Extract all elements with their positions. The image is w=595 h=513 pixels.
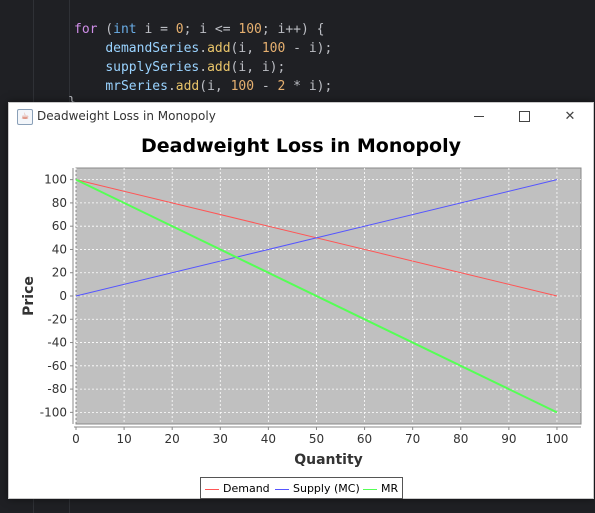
x-tick-label: 90 bbox=[501, 432, 516, 446]
x-tick-label: 30 bbox=[213, 432, 228, 446]
code-token: . bbox=[199, 60, 208, 75]
code-token: for bbox=[74, 22, 98, 37]
code-token: - bbox=[254, 79, 278, 94]
close-button[interactable]: ✕ bbox=[555, 106, 585, 128]
code-token: supplySeries bbox=[105, 60, 200, 75]
chart-title: Deadweight Loss in Monopoly bbox=[141, 135, 461, 157]
minimize-icon bbox=[474, 116, 484, 117]
code-token: mrSeries bbox=[105, 79, 168, 94]
code-token: add bbox=[207, 41, 231, 56]
y-tick-label: -100 bbox=[40, 405, 67, 419]
legend-item: Demand bbox=[205, 482, 270, 495]
code-block: for (int i = 0; i <= 100; i++) { demandS… bbox=[74, 20, 332, 96]
x-tick-label: 20 bbox=[165, 432, 180, 446]
code-token: ; i <= bbox=[183, 22, 239, 37]
y-tick-label: 100 bbox=[44, 173, 67, 187]
y-tick-label: 0 bbox=[59, 289, 67, 303]
x-axis-label: Quantity bbox=[294, 452, 363, 468]
legend-label: Demand bbox=[223, 482, 270, 495]
code-token: . bbox=[199, 41, 208, 56]
close-icon: ✕ bbox=[564, 109, 576, 124]
y-tick-label: -20 bbox=[47, 312, 67, 326]
legend-swatch bbox=[275, 488, 289, 490]
x-tick-label: 0 bbox=[72, 432, 80, 446]
code-token: (i, i); bbox=[230, 60, 286, 75]
maximize-icon bbox=[518, 111, 530, 122]
x-tick-label: 100 bbox=[545, 432, 568, 446]
x-tick-label: 60 bbox=[357, 432, 372, 446]
y-tick-label: -60 bbox=[47, 359, 67, 373]
code-token: ( bbox=[97, 22, 114, 37]
code-token: 2 bbox=[277, 79, 286, 94]
code-token: demandSeries bbox=[105, 41, 200, 56]
code-token: add bbox=[175, 79, 200, 94]
title-bar[interactable]: ☕ Deadweight Loss in Monopoly ✕ bbox=[9, 103, 593, 131]
code-token: 100 bbox=[238, 22, 262, 37]
code-token: (i, bbox=[230, 41, 262, 56]
minimize-button[interactable] bbox=[464, 106, 494, 128]
code-token: . bbox=[167, 79, 176, 94]
legend-label: Supply (MC) bbox=[293, 482, 360, 495]
y-tick-label: 80 bbox=[52, 196, 67, 210]
y-tick-label: -40 bbox=[47, 336, 67, 350]
legend-label: MR bbox=[381, 482, 399, 495]
code-token: 100 bbox=[261, 41, 286, 56]
x-tick-label: 10 bbox=[116, 432, 131, 446]
y-tick-label: 60 bbox=[52, 219, 67, 233]
legend-item: MR bbox=[363, 482, 398, 495]
x-tick-label: 40 bbox=[261, 432, 276, 446]
y-tick-label: -80 bbox=[47, 382, 67, 396]
legend-item: Supply (MC) bbox=[275, 482, 360, 495]
y-tick-label: 20 bbox=[52, 266, 67, 280]
code-token: int bbox=[113, 22, 137, 37]
code-token: (i, bbox=[199, 79, 231, 94]
code-token: 100 bbox=[230, 79, 255, 94]
code-token: add bbox=[207, 60, 231, 75]
chart-window: ☕ Deadweight Loss in Monopoly ✕ Deadweig… bbox=[8, 102, 594, 499]
x-tick-label: 80 bbox=[453, 432, 468, 446]
legend-swatch bbox=[205, 488, 219, 490]
x-tick-label: 70 bbox=[405, 432, 420, 446]
maximize-button[interactable] bbox=[509, 106, 539, 128]
code-token: 0 bbox=[175, 22, 184, 37]
y-tick-label: 40 bbox=[52, 242, 67, 256]
window-title: Deadweight Loss in Monopoly bbox=[37, 109, 216, 123]
code-token: ; i++) { bbox=[261, 22, 325, 37]
code-token: i = bbox=[136, 22, 176, 37]
code-token: - i); bbox=[285, 41, 333, 56]
y-axis-label: Price bbox=[21, 276, 37, 316]
code-token: * i); bbox=[285, 79, 333, 94]
chart-area[interactable]: 0 10 20 30 40 50 60 70 80 90 100 -100 -80 -60 -40 -20 0 2… bbox=[9, 103, 593, 473]
java-icon: ☕ bbox=[17, 109, 33, 125]
x-tick-label: 50 bbox=[309, 432, 324, 446]
chart-legend: Demand Supply (MC) MR bbox=[200, 477, 403, 499]
legend-swatch bbox=[363, 488, 377, 490]
series-line-mr bbox=[75, 178, 558, 414]
series-line-supply-mc bbox=[75, 179, 558, 297]
